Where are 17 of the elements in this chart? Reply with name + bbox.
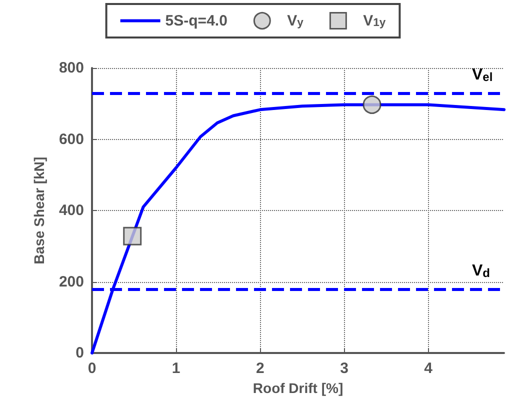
y-axis-title: Base Shear [kN] <box>31 156 47 264</box>
x-tick-label: 3 <box>340 360 348 377</box>
x-tick-label: 0 <box>88 360 96 377</box>
y-tick-label: 400 <box>58 202 84 219</box>
x-tick-label: 1 <box>172 360 180 377</box>
y-tick-label: 600 <box>58 130 84 148</box>
legend-label: Vy <box>287 12 304 30</box>
y-tick-label: 800 <box>58 60 84 76</box>
legend-label: V1y <box>363 12 386 30</box>
ref-line-label: Vd <box>472 262 490 280</box>
legend-label: 5S-q=4.0 <box>165 12 228 30</box>
ref-line-label: Vel <box>472 66 493 84</box>
x-axis-title: Roof Drift [%] <box>252 380 344 396</box>
x-tick-label: 2 <box>256 360 264 377</box>
x-tick-label: 4 <box>424 360 434 377</box>
y-tick-label: 200 <box>58 273 84 290</box>
y-tick-label: 0 <box>76 344 84 362</box>
